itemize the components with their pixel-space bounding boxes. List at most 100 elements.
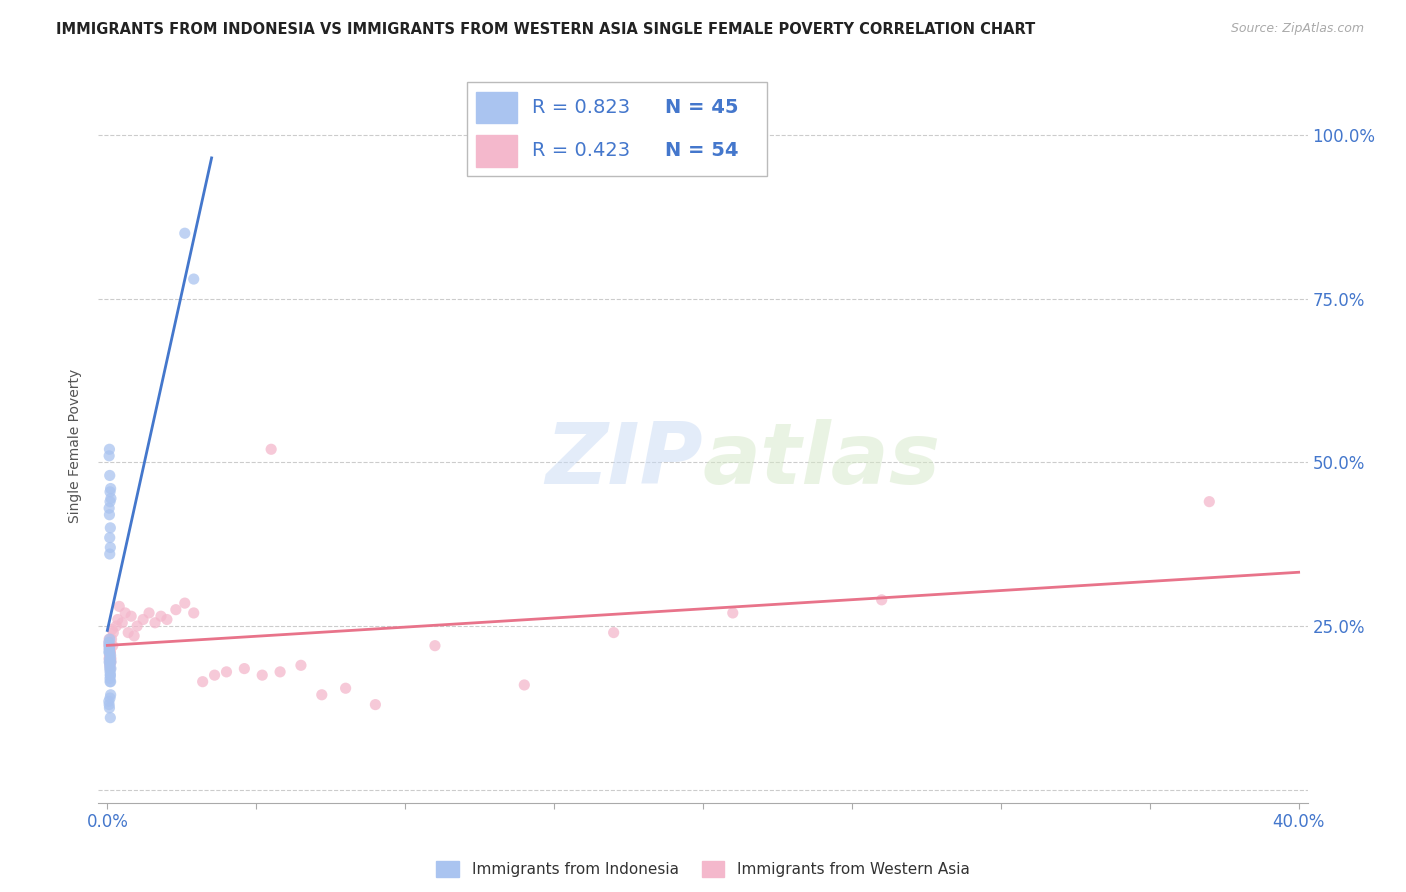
Point xyxy=(98,521,121,535)
Point xyxy=(183,606,205,620)
Point xyxy=(98,547,121,561)
Point xyxy=(98,645,121,659)
Point xyxy=(98,711,121,725)
Point xyxy=(204,668,226,682)
Point xyxy=(100,632,122,647)
Point xyxy=(98,632,121,647)
Text: ZIP: ZIP xyxy=(546,418,703,502)
Point xyxy=(98,494,121,508)
Point xyxy=(364,698,387,712)
Point xyxy=(98,662,121,676)
Point xyxy=(98,665,121,679)
Point xyxy=(98,501,121,516)
Point xyxy=(98,701,121,715)
Point xyxy=(513,678,536,692)
Bar xyxy=(477,92,516,123)
Point xyxy=(870,592,893,607)
Point xyxy=(173,596,195,610)
Point xyxy=(138,606,160,620)
Point xyxy=(98,642,121,657)
Point xyxy=(98,698,121,712)
Point xyxy=(602,625,624,640)
Point xyxy=(311,688,333,702)
Point xyxy=(191,674,214,689)
Point xyxy=(98,642,121,657)
Point xyxy=(335,681,357,696)
Point xyxy=(101,623,124,637)
FancyBboxPatch shape xyxy=(467,82,768,177)
Text: N = 45: N = 45 xyxy=(665,98,738,117)
Point xyxy=(98,639,121,653)
Point xyxy=(97,639,120,653)
Point xyxy=(98,645,121,659)
Point xyxy=(98,442,121,457)
Point xyxy=(98,635,121,649)
Point xyxy=(98,668,121,682)
Point xyxy=(143,615,166,630)
Point xyxy=(165,602,187,616)
Point xyxy=(111,615,134,630)
Point xyxy=(100,674,122,689)
Legend: Immigrants from Indonesia, Immigrants from Western Asia: Immigrants from Indonesia, Immigrants fr… xyxy=(436,862,970,877)
Point xyxy=(98,468,121,483)
Point xyxy=(100,491,122,506)
Point xyxy=(107,612,129,626)
Point xyxy=(98,652,121,666)
Text: IMMIGRANTS FROM INDONESIA VS IMMIGRANTS FROM WESTERN ASIA SINGLE FEMALE POVERTY : IMMIGRANTS FROM INDONESIA VS IMMIGRANTS … xyxy=(56,22,1035,37)
Point xyxy=(98,449,121,463)
Point xyxy=(114,606,136,620)
Point xyxy=(100,648,122,663)
Point xyxy=(260,442,283,457)
Point xyxy=(101,639,124,653)
Point xyxy=(423,639,446,653)
Point xyxy=(98,541,121,555)
Point xyxy=(97,645,120,659)
Point xyxy=(98,508,121,522)
Text: R = 0.823: R = 0.823 xyxy=(531,98,630,117)
Point xyxy=(183,272,205,286)
Text: Source: ZipAtlas.com: Source: ZipAtlas.com xyxy=(1230,22,1364,36)
Point xyxy=(721,606,744,620)
Point xyxy=(98,642,121,657)
Point xyxy=(100,688,122,702)
Text: R = 0.423: R = 0.423 xyxy=(531,142,630,161)
Point xyxy=(100,655,122,669)
Point xyxy=(97,694,120,708)
Point xyxy=(1198,494,1220,508)
Point xyxy=(215,665,238,679)
Point xyxy=(98,642,121,657)
Point xyxy=(98,531,121,545)
Point xyxy=(233,662,256,676)
Point xyxy=(97,635,120,649)
Point xyxy=(98,652,121,666)
Text: atlas: atlas xyxy=(703,418,941,502)
Point xyxy=(149,609,172,624)
Point xyxy=(98,672,121,686)
Point xyxy=(173,226,195,240)
Point xyxy=(127,619,149,633)
Point xyxy=(122,629,145,643)
Point xyxy=(98,652,121,666)
Point xyxy=(117,625,139,640)
Point xyxy=(98,648,121,663)
Point xyxy=(100,482,122,496)
Point xyxy=(98,655,121,669)
Point xyxy=(98,655,121,669)
Text: N = 54: N = 54 xyxy=(665,142,738,161)
Point xyxy=(120,609,142,624)
Point xyxy=(156,612,179,626)
Point xyxy=(98,484,121,499)
Point xyxy=(98,668,121,682)
Y-axis label: Single Female Poverty: Single Female Poverty xyxy=(69,369,83,523)
Point xyxy=(98,658,121,673)
Bar xyxy=(477,136,516,167)
Point xyxy=(98,645,121,659)
Point xyxy=(132,612,155,626)
Point xyxy=(252,668,274,682)
Point xyxy=(98,632,121,647)
Point xyxy=(98,662,121,676)
Point xyxy=(98,648,121,663)
Point xyxy=(269,665,291,679)
Point xyxy=(98,658,121,673)
Point xyxy=(100,655,122,669)
